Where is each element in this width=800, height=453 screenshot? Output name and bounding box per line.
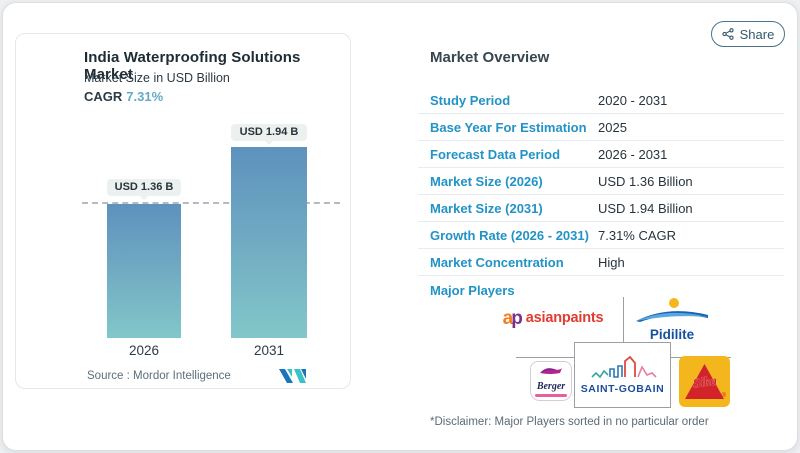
- disclaimer-text: *Disclaimer: Major Players sorted in no …: [430, 416, 709, 428]
- share-icon: [721, 28, 734, 40]
- bar-value-label-2026: USD 1.36 B: [107, 179, 181, 200]
- berger-wordmark: Berger: [536, 381, 566, 392]
- market-chart-card: India Waterproofing Solutions Market Mar…: [15, 33, 351, 389]
- row-label: Study Period: [430, 92, 511, 108]
- pidilite-sun-wave-icon: [636, 298, 708, 322]
- table-row: Market Size (2031) USD 1.94 Billion: [418, 195, 784, 222]
- chart-subtitle: Market Size in USD Billion: [84, 71, 230, 85]
- row-label: Base Year For Estimation: [430, 119, 587, 135]
- table-row: Growth Rate (2026 - 2031) 7.31% CAGR: [418, 222, 784, 249]
- row-value: USD 1.94 Billion: [598, 200, 693, 216]
- table-row: Study Period 2020 - 2031: [418, 87, 784, 114]
- x-axis-label-2026: 2026: [128, 343, 160, 358]
- major-players-label: Major Players: [430, 283, 515, 298]
- chart-title: India Waterproofing Solutions Market: [84, 49, 301, 83]
- pidilite-wordmark: Pidilite: [649, 327, 695, 342]
- row-value: 2025: [598, 119, 627, 135]
- asian-paints-logo: ap asianpaints: [498, 305, 608, 331]
- pidilite-logo: Pidilite: [630, 297, 714, 342]
- reference-dashed-line: [82, 202, 340, 204]
- berger-brush-icon: [540, 368, 562, 374]
- chart-cagr-row: CAGR 7.31%: [84, 89, 163, 104]
- saint-gobain-skyline-icon: [590, 355, 657, 379]
- sika-logo: Sika ®: [679, 356, 730, 407]
- sika-wordmark: Sika: [691, 371, 718, 391]
- berger-band: [535, 394, 567, 397]
- mordor-intelligence-logo-icon: [279, 369, 306, 383]
- row-label: Market Size (2026): [430, 173, 543, 189]
- asian-paints-wordmark: asianpaints: [525, 310, 604, 326]
- cagr-value: 7.31%: [126, 89, 164, 104]
- row-value: 2020 - 2031: [598, 92, 668, 108]
- table-row: Base Year For Estimation 2025: [418, 114, 784, 141]
- share-button[interactable]: Share: [711, 21, 785, 47]
- row-value: 2026 - 2031: [598, 146, 668, 162]
- sika-registered-mark: ®: [721, 393, 726, 399]
- row-value: 7.31% CAGR: [598, 227, 677, 243]
- x-axis-label-2031: 2031: [253, 343, 285, 358]
- asian-paints-mark-icon: ap: [502, 307, 523, 329]
- table-row: Forecast Data Period 2026 - 2031: [418, 141, 784, 168]
- overview-table: Study Period 2020 - 2031 Base Year For E…: [418, 87, 784, 276]
- bar-2026[interactable]: [107, 204, 181, 338]
- table-row: Market Concentration High: [418, 249, 784, 276]
- players-grid-horizontal-divider-left: [516, 357, 574, 358]
- cagr-label: CAGR: [84, 89, 123, 104]
- saint-gobain-logo-card: SAINT-GOBAIN: [574, 342, 671, 408]
- source-value: Mordor Intelligence: [133, 370, 231, 382]
- share-button-label: Share: [739, 26, 775, 42]
- bar-value-label-2031: USD 1.94 B: [231, 124, 307, 145]
- table-row: Market Size (2026) USD 1.36 Billion: [418, 168, 784, 195]
- row-label: Forecast Data Period: [430, 146, 561, 162]
- players-grid-vertical-divider: [623, 297, 624, 342]
- bar-2031[interactable]: [231, 147, 307, 338]
- row-value: USD 1.36 Billion: [598, 173, 693, 189]
- row-label: Market Concentration: [430, 254, 564, 270]
- saint-gobain-wordmark: SAINT-GOBAIN: [580, 383, 665, 395]
- row-label: Market Size (2031): [430, 200, 543, 216]
- row-value: High: [598, 254, 625, 270]
- berger-logo: Berger: [530, 361, 572, 401]
- source-row: Source : Mordor Intelligence: [87, 370, 231, 382]
- overview-title: Market Overview: [430, 49, 550, 66]
- row-label: Growth Rate (2026 - 2031): [430, 227, 589, 243]
- source-label: Source :: [87, 370, 130, 382]
- sika-triangle-icon: [685, 364, 724, 399]
